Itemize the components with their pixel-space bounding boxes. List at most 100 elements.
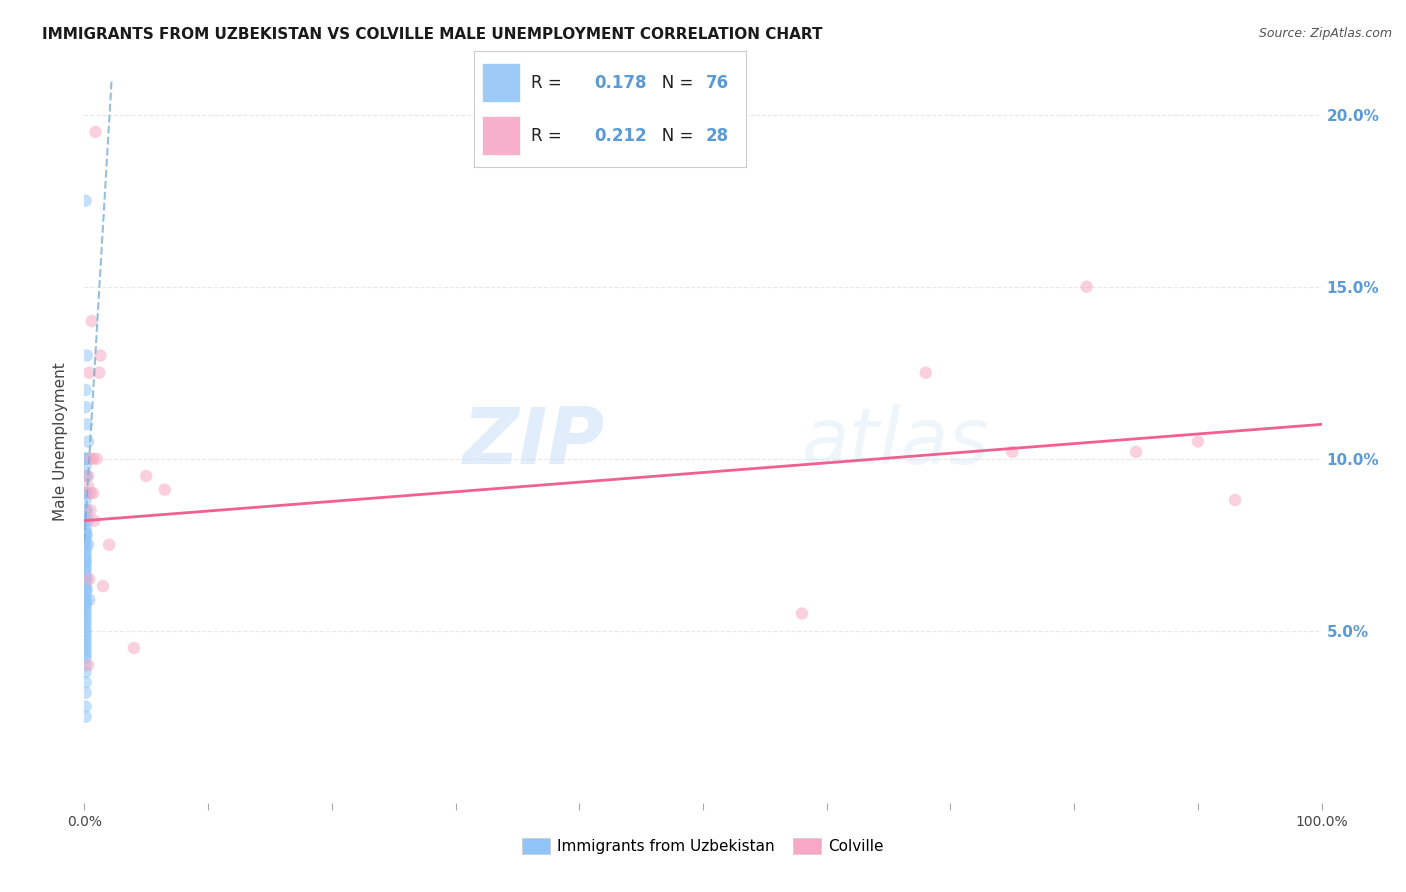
Point (75, 590, 97, 604)
Point (77, 538, 100, 552)
Point (135, 469, 157, 483)
Point (89, 366, 111, 380)
Point (75, 640, 97, 655)
Point (75, 596, 97, 610)
Point (75, 675, 97, 690)
Point (75, 538, 97, 552)
Point (82, 451, 104, 466)
Point (75, 486, 97, 500)
Point (75, 607, 97, 621)
Point (75, 566, 97, 580)
Point (80, 314, 103, 328)
Point (75, 599, 97, 614)
Point (75, 648, 97, 662)
Point (75, 614, 97, 628)
Text: atlas: atlas (801, 403, 990, 480)
Point (84, 125, 107, 139)
Point (75, 524, 97, 538)
Point (75, 558, 97, 573)
Point (75, 699, 97, 714)
Point (1076, 279, 1098, 293)
Point (79, 451, 101, 466)
Point (914, 366, 936, 380)
Point (75, 551, 97, 566)
Point (75, 469, 97, 483)
Point (75, 579, 97, 593)
Point (75, 686, 97, 700)
Point (75, 627, 97, 641)
Point (75, 568, 97, 582)
Point (75, 534, 97, 549)
Point (75, 544, 97, 558)
Point (75, 451, 97, 466)
Point (91, 579, 114, 593)
Point (76, 503, 98, 517)
Point (122, 640, 145, 655)
Point (75, 603, 97, 617)
Point (75, 634, 97, 648)
Point (75, 541, 97, 556)
Point (75, 510, 97, 524)
Y-axis label: Male Unemployment: Male Unemployment (53, 362, 69, 521)
Point (76, 572, 98, 586)
Text: Source: ZipAtlas.com: Source: ZipAtlas.com (1258, 27, 1392, 40)
Point (75, 194, 97, 208)
Point (83, 514, 105, 528)
Point (75, 644, 97, 658)
Point (75, 610, 97, 624)
Point (77, 658, 100, 673)
Text: IMMIGRANTS FROM UZBEKISTAN VS COLVILLE MALE UNEMPLOYMENT CORRELATION CHART: IMMIGRANTS FROM UZBEKISTAN VS COLVILLE M… (42, 27, 823, 42)
Point (79, 366, 101, 380)
Point (75, 572, 97, 586)
Point (89, 349, 111, 363)
Point (77, 469, 100, 483)
Point (75, 596, 97, 610)
Point (98, 538, 121, 552)
Point (75, 586, 97, 600)
Point (75, 555, 97, 569)
Point (75, 710, 97, 724)
Point (75, 562, 97, 576)
Point (75, 665, 97, 679)
Point (75, 486, 97, 500)
Point (75, 592, 97, 607)
Point (75, 620, 97, 634)
Point (79, 486, 101, 500)
Point (75, 493, 97, 508)
Point (76, 527, 98, 541)
Point (75, 383, 97, 397)
Point (75, 531, 97, 545)
Point (75, 400, 97, 414)
Point (75, 651, 97, 665)
Point (77, 514, 100, 528)
Point (75, 503, 97, 517)
Point (75, 638, 97, 652)
Point (79, 592, 101, 607)
Point (1187, 434, 1209, 449)
Point (79, 572, 101, 586)
Point (75, 458, 97, 473)
Point (76, 469, 98, 483)
Point (75, 527, 97, 541)
Point (153, 483, 176, 497)
Point (79, 503, 101, 517)
Point (75, 520, 97, 534)
Point (75, 572, 97, 586)
Point (86, 451, 108, 466)
Point (790, 607, 813, 621)
Point (75, 548, 97, 562)
Point (76, 417, 98, 432)
Point (75, 575, 97, 590)
Point (75, 658, 97, 673)
Legend: Immigrants from Uzbekistan, Colville: Immigrants from Uzbekistan, Colville (516, 832, 890, 860)
Point (75, 582, 97, 597)
Point (75, 616, 97, 631)
Point (75, 624, 97, 638)
Point (75, 451, 97, 466)
Text: ZIP: ZIP (461, 403, 605, 480)
Point (76, 349, 98, 363)
Point (75, 451, 97, 466)
Point (75, 503, 97, 517)
Point (76, 582, 98, 597)
Point (76, 451, 98, 466)
